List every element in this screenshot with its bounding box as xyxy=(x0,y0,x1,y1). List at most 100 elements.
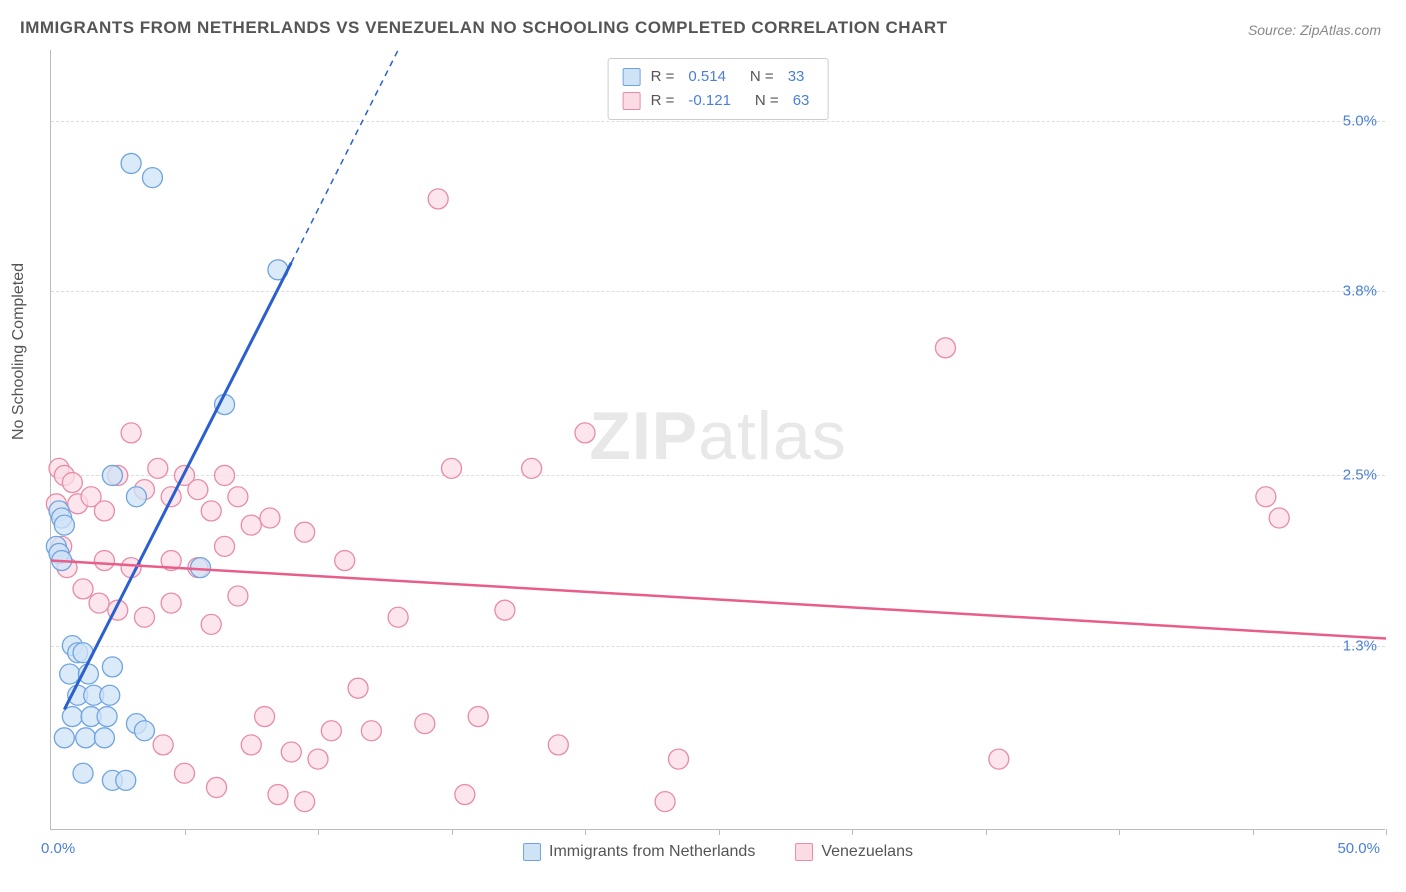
x-tick-mark xyxy=(986,829,987,835)
x-axis-min-label: 0.0% xyxy=(41,840,75,857)
scatter-point-venezuelans xyxy=(215,536,235,556)
scatter-point-venezuelans xyxy=(121,423,141,443)
scatter-point-venezuelans xyxy=(415,714,435,734)
scatter-point-netherlands xyxy=(126,487,146,507)
scatter-point-venezuelans xyxy=(255,707,275,727)
scatter-point-venezuelans xyxy=(361,721,381,741)
scatter-point-netherlands xyxy=(54,728,74,748)
chart-container: IMMIGRANTS FROM NETHERLANDS VS VENEZUELA… xyxy=(0,0,1406,892)
swatch-venezuelans-bottom xyxy=(795,843,813,861)
n-value-0: 33 xyxy=(788,65,805,89)
scatter-point-netherlands xyxy=(102,465,122,485)
x-tick-mark xyxy=(318,829,319,835)
scatter-point-netherlands xyxy=(100,685,120,705)
chart-svg xyxy=(51,50,1385,829)
scatter-point-venezuelans xyxy=(295,792,315,812)
swatch-netherlands xyxy=(623,68,641,86)
swatch-netherlands-bottom xyxy=(523,843,541,861)
scatter-point-venezuelans xyxy=(348,678,368,698)
scatter-point-netherlands xyxy=(94,728,114,748)
stats-row-netherlands: R = 0.514 N = 33 xyxy=(623,65,814,89)
scatter-point-venezuelans xyxy=(335,551,355,571)
scatter-point-venezuelans xyxy=(134,607,154,627)
scatter-point-venezuelans xyxy=(201,501,221,521)
scatter-point-venezuelans xyxy=(260,508,280,528)
scatter-point-venezuelans xyxy=(308,749,328,769)
scatter-point-netherlands xyxy=(134,721,154,741)
legend-item-netherlands: Immigrants from Netherlands xyxy=(523,843,755,861)
scatter-point-venezuelans xyxy=(935,338,955,358)
x-tick-mark xyxy=(719,829,720,835)
swatch-venezuelans xyxy=(623,92,641,110)
stats-legend: R = 0.514 N = 33 R = -0.121 N = 63 xyxy=(608,58,829,120)
scatter-point-venezuelans xyxy=(73,579,93,599)
r-value-0: 0.514 xyxy=(688,65,726,89)
scatter-point-venezuelans xyxy=(89,593,109,613)
scatter-point-netherlands xyxy=(116,770,136,790)
scatter-point-venezuelans xyxy=(228,586,248,606)
scatter-point-venezuelans xyxy=(94,551,114,571)
scatter-point-venezuelans xyxy=(575,423,595,443)
scatter-point-venezuelans xyxy=(655,792,675,812)
x-tick-mark xyxy=(452,829,453,835)
scatter-point-venezuelans xyxy=(281,742,301,762)
scatter-point-venezuelans xyxy=(295,522,315,542)
scatter-point-venezuelans xyxy=(228,487,248,507)
n-value-1: 63 xyxy=(793,89,810,113)
scatter-point-venezuelans xyxy=(548,735,568,755)
scatter-point-venezuelans xyxy=(62,473,82,493)
scatter-point-venezuelans xyxy=(442,458,462,478)
scatter-point-venezuelans xyxy=(94,501,114,521)
y-axis-label: No Schooling Completed xyxy=(10,263,28,440)
scatter-point-venezuelans xyxy=(321,721,341,741)
scatter-point-netherlands xyxy=(54,515,74,535)
source-name: ZipAtlas.com xyxy=(1300,22,1381,38)
legend-item-venezuelans: Venezuelans xyxy=(795,843,913,861)
series-label-1: Venezuelans xyxy=(821,843,913,861)
scatter-point-venezuelans xyxy=(207,777,227,797)
x-tick-mark xyxy=(852,829,853,835)
scatter-point-venezuelans xyxy=(201,614,221,634)
scatter-point-venezuelans xyxy=(468,707,488,727)
scatter-point-venezuelans xyxy=(989,749,1009,769)
scatter-point-venezuelans xyxy=(495,600,515,620)
n-label-0: N = xyxy=(750,65,774,89)
scatter-point-venezuelans xyxy=(1269,508,1289,528)
x-tick-mark xyxy=(1386,829,1387,835)
scatter-point-venezuelans xyxy=(161,593,181,613)
scatter-point-venezuelans xyxy=(668,749,688,769)
scatter-point-netherlands xyxy=(73,763,93,783)
source-attribution: Source: ZipAtlas.com xyxy=(1248,22,1381,38)
scatter-point-netherlands xyxy=(60,664,80,684)
chart-title: IMMIGRANTS FROM NETHERLANDS VS VENEZUELA… xyxy=(20,18,948,38)
x-tick-mark xyxy=(185,829,186,835)
trend-line-netherlands xyxy=(64,263,291,710)
source-prefix: Source: xyxy=(1248,22,1300,38)
scatter-point-netherlands xyxy=(215,395,235,415)
plot-area: ZIPatlas 1.3%2.5%3.8%5.0% 0.0% 50.0% R =… xyxy=(50,50,1385,830)
series-label-0: Immigrants from Netherlands xyxy=(549,843,755,861)
scatter-point-venezuelans xyxy=(268,785,288,805)
scatter-point-venezuelans xyxy=(121,558,141,578)
scatter-point-venezuelans xyxy=(188,480,208,500)
scatter-point-venezuelans xyxy=(455,785,475,805)
scatter-point-venezuelans xyxy=(522,458,542,478)
scatter-point-venezuelans xyxy=(241,515,261,535)
x-tick-mark xyxy=(585,829,586,835)
scatter-point-venezuelans xyxy=(241,735,261,755)
trend-line-dash-netherlands xyxy=(291,50,398,263)
scatter-point-netherlands xyxy=(76,728,96,748)
scatter-point-venezuelans xyxy=(153,735,173,755)
r-label-1: R = xyxy=(651,89,675,113)
x-axis-max-label: 50.0% xyxy=(1337,840,1380,857)
scatter-point-venezuelans xyxy=(215,465,235,485)
trend-line-venezuelans xyxy=(51,561,1386,639)
stats-row-venezuelans: R = -0.121 N = 63 xyxy=(623,89,814,113)
x-tick-mark xyxy=(1253,829,1254,835)
scatter-point-venezuelans xyxy=(175,763,195,783)
scatter-point-netherlands xyxy=(97,707,117,727)
scatter-point-venezuelans xyxy=(388,607,408,627)
scatter-point-netherlands xyxy=(142,168,162,188)
r-value-1: -0.121 xyxy=(688,89,731,113)
r-label-0: R = xyxy=(651,65,675,89)
